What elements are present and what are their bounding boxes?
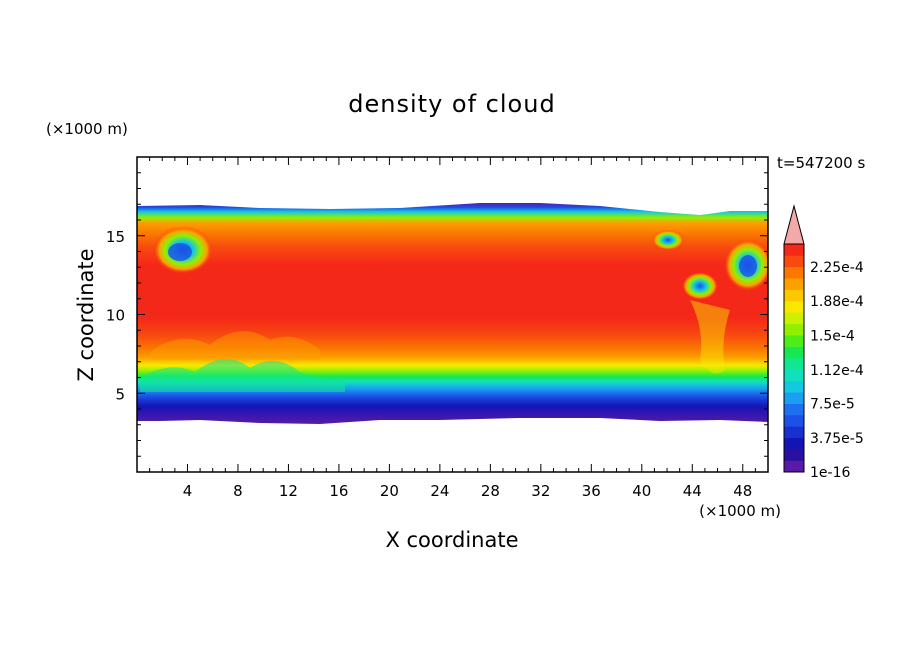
vortex-right-core	[739, 255, 757, 277]
x-tick-label: 8	[233, 482, 243, 500]
x-axis-ticks: 4 8 12 16 20 24 28 32 36 40 44 48	[149, 157, 756, 500]
y-tick-label: 15	[106, 228, 125, 246]
colorbar-bin	[784, 346, 804, 359]
turbulent-band-right	[690, 300, 730, 374]
turbulent-band	[140, 358, 345, 392]
density-field	[137, 203, 768, 424]
y-unit-label: (×1000 m)	[46, 120, 128, 138]
colorbar-bins	[784, 244, 804, 473]
vortex-mid	[682, 272, 718, 300]
colorbar-label: 3.75e-5	[810, 431, 864, 447]
colorbar-bin	[784, 403, 804, 416]
colorbar-bin	[784, 278, 804, 290]
colorbar-label: 1e-16	[810, 465, 850, 481]
colorbar-frame	[783, 243, 805, 473]
x-tick-label: 16	[329, 482, 348, 500]
colorbar-bin	[784, 301, 804, 313]
x-tick-label: 28	[481, 482, 500, 500]
colorbar-bin	[784, 289, 804, 302]
colorbar-extend-arrow	[783, 204, 805, 245]
x-tick-label: 32	[531, 482, 550, 500]
x-tick-label: 44	[683, 482, 702, 500]
x-axis-title: X coordinate	[385, 528, 518, 552]
colorbar-bin	[784, 437, 804, 450]
colorbar-bin	[784, 426, 804, 439]
colorbar: 1e-16 3.75e-5 7.5e-5 1.12e-4 1.5e-4 1.88e-4 2.…	[783, 204, 864, 481]
colorbar-bin	[784, 369, 804, 382]
colorbar-label: 1.88e-4	[810, 294, 864, 310]
y-tick-label: 5	[115, 385, 125, 403]
colorbar-bin	[784, 266, 804, 279]
colorbar-bin	[784, 335, 804, 347]
turbulent-band-2	[150, 331, 320, 360]
colorbar-bin	[784, 415, 804, 427]
colorbar-bin	[784, 392, 804, 404]
colorbar-bin	[784, 244, 804, 256]
x-unit-label: (×1000 m)	[699, 502, 781, 520]
x-tick-label: 40	[632, 482, 651, 500]
y-axis-title: Z coordinate	[74, 248, 98, 381]
vortex-left-core	[168, 243, 192, 261]
colorbar-bin	[784, 323, 804, 336]
vortex-upper	[652, 230, 684, 250]
colorbar-bin	[784, 380, 804, 393]
colorbar-label: 7.5e-5	[810, 397, 855, 413]
x-tick-label: 36	[582, 482, 601, 500]
colorbar-bin	[784, 255, 804, 268]
colorbar-bin	[784, 312, 804, 325]
y-tick-label: 10	[106, 307, 125, 325]
x-tick-label: 48	[733, 482, 752, 500]
colorbar-label: 2.25e-4	[810, 260, 864, 276]
x-tick-label: 4	[183, 482, 193, 500]
colorbar-labels: 1e-16 3.75e-5 7.5e-5 1.12e-4 1.5e-4 1.88e-4 2.…	[810, 260, 864, 481]
x-tick-label: 20	[380, 482, 399, 500]
x-tick-label: 24	[430, 482, 449, 500]
chart-title: density of cloud	[348, 90, 555, 118]
time-label: t=547200 s	[777, 154, 865, 172]
colorbar-bin	[784, 449, 804, 461]
y-axis-ticks: 5 10 15	[106, 172, 768, 457]
colorbar-label: 1.5e-4	[810, 328, 855, 344]
colorbar-label: 1.12e-4	[810, 363, 864, 379]
colorbar-bin	[784, 358, 804, 370]
x-tick-label: 12	[279, 482, 298, 500]
colorbar-bin	[784, 460, 804, 473]
